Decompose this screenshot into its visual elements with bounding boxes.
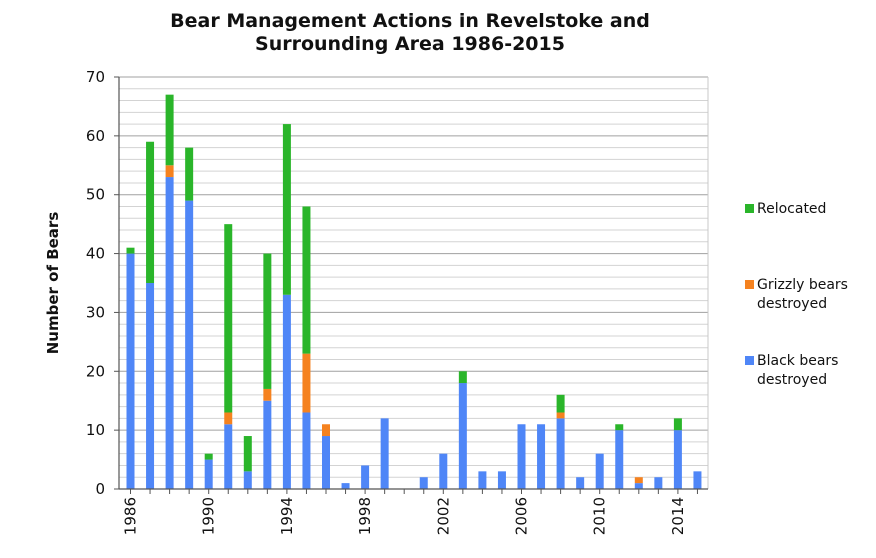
legend-swatch	[745, 204, 754, 213]
chart-title-line-2: Surrounding Area 1986-2015	[255, 33, 565, 55]
bar-segment-1991-black-bears-destroyed	[224, 424, 233, 489]
bar-segment-2008-grizzly-bears-destroyed	[556, 412, 565, 419]
bar-segment-2012-black-bears-destroyed	[634, 483, 643, 489]
y-tick-label: 50	[86, 186, 105, 204]
bar-segment-1991-grizzly-bears-destroyed	[224, 412, 233, 425]
x-tick-label: 2014	[669, 497, 687, 535]
bar-segment-2010-black-bears-destroyed	[595, 453, 604, 489]
y-tick-label: 30	[86, 303, 105, 321]
bar-segment-1991-relocated	[224, 224, 233, 413]
legend-label: Grizzly bears	[757, 277, 848, 293]
bar-segment-2003-black-bears-destroyed	[458, 383, 467, 489]
x-tick-label: 2002	[434, 497, 452, 535]
legend: Relocated Grizzly bears destroyed Black bea…	[745, 201, 848, 388]
y-tick-label: 0	[95, 480, 105, 498]
x-tick-label: 1990	[200, 497, 218, 535]
bar-segment-2001-black-bears-destroyed	[419, 477, 428, 489]
x-tick-labels: 1986 1990 1994 1998 2002 2006 2010 2014	[122, 497, 687, 535]
bar-segment-2014-relocated	[673, 418, 682, 431]
bar-segment-1987-relocated	[146, 141, 155, 283]
bar-segment-2007-black-bears-destroyed	[537, 424, 546, 489]
bar-segment-1996-black-bears-destroyed	[322, 436, 330, 489]
bar-segment-1989-black-bears-destroyed	[185, 200, 194, 489]
legend-label: Black bears	[757, 353, 838, 369]
bar-segment-2006-black-bears-destroyed	[517, 424, 526, 489]
legend-swatch	[745, 356, 754, 365]
bar-segment-1993-relocated	[263, 253, 272, 389]
chart-title-line-1: Bear Management Actions in Revelstoke an…	[170, 10, 650, 32]
bar-segment-1995-relocated	[302, 206, 311, 354]
legend-label: Relocated	[757, 201, 826, 217]
bar-segment-1987-black-bears-destroyed	[146, 283, 155, 489]
bar-segment-2002-black-bears-destroyed	[439, 453, 448, 489]
bar-segment-1990-relocated	[204, 453, 213, 460]
bar-segment-2013-black-bears-destroyed	[654, 477, 663, 489]
bar-segment-2015-black-bears-destroyed	[693, 471, 702, 489]
x-tick-label: 1986	[122, 497, 140, 535]
bar-segment-1992-black-bears-destroyed	[243, 471, 252, 489]
y-tick-label: 40	[86, 245, 105, 263]
bar-segment-1986-relocated	[126, 247, 135, 254]
bar-segment-1988-relocated	[165, 94, 174, 166]
bar-segment-1992-relocated	[243, 436, 252, 472]
x-tick-label: 2010	[591, 497, 609, 535]
axes	[114, 76, 708, 494]
bar-segment-2004-black-bears-destroyed	[478, 471, 487, 489]
bar-segment-1995-black-bears-destroyed	[302, 412, 311, 489]
x-tick-label: 1994	[278, 497, 296, 535]
bar-segment-1996-grizzly-bears-destroyed	[322, 424, 330, 437]
legend-label: destroyed	[757, 372, 827, 388]
bar-segment-1989-relocated	[185, 147, 194, 201]
y-tick-labels: 0 10 20 30 40 50 60 70	[86, 68, 105, 498]
x-tick-label: 1998	[356, 497, 374, 535]
bar-segment-1994-black-bears-destroyed	[282, 294, 291, 489]
y-tick-label: 10	[86, 421, 105, 439]
bar-segment-2009-black-bears-destroyed	[576, 477, 585, 489]
bar-segment-1999-black-bears-destroyed	[380, 418, 389, 489]
bar-segment-1993-black-bears-destroyed	[263, 400, 272, 489]
bars-group	[126, 94, 702, 490]
bar-segment-2012-grizzly-bears-destroyed	[634, 477, 643, 484]
y-tick-label: 20	[86, 362, 105, 380]
legend-label: destroyed	[757, 296, 827, 312]
bar-segment-1995-grizzly-bears-destroyed	[302, 353, 311, 413]
y-tick-label: 70	[86, 68, 105, 86]
bar-segment-1997-black-bears-destroyed	[341, 483, 350, 489]
y-tick-label: 60	[86, 127, 105, 145]
gridlines	[119, 76, 709, 490]
bar-segment-2014-black-bears-destroyed	[673, 430, 682, 489]
bar-segment-1994-relocated	[282, 124, 291, 295]
y-axis-label: Number of Bears	[44, 212, 62, 355]
bar-segment-1988-grizzly-bears-destroyed	[165, 165, 174, 178]
bar-segment-2008-relocated	[556, 394, 565, 413]
legend-swatch	[745, 280, 754, 289]
x-tick-label: 2006	[513, 497, 531, 535]
bar-segment-1993-grizzly-bears-destroyed	[263, 388, 272, 401]
bar-segment-1986-black-bears-destroyed	[126, 253, 135, 489]
bar-segment-2003-relocated	[458, 371, 467, 384]
bar-segment-2011-black-bears-destroyed	[615, 430, 624, 489]
bar-segment-2008-black-bears-destroyed	[556, 418, 565, 489]
bar-segment-1988-black-bears-destroyed	[165, 177, 174, 490]
bar-segment-2005-black-bears-destroyed	[497, 471, 506, 489]
bar-segment-2011-relocated	[615, 424, 624, 431]
bar-segment-1998-black-bears-destroyed	[361, 465, 370, 489]
bar-segment-1990-black-bears-destroyed	[204, 459, 213, 489]
